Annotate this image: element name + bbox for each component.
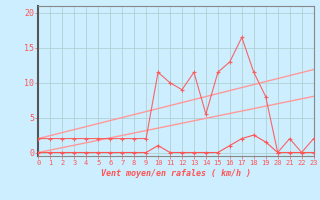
X-axis label: Vent moyen/en rafales ( km/h ): Vent moyen/en rafales ( km/h ) [101, 169, 251, 178]
